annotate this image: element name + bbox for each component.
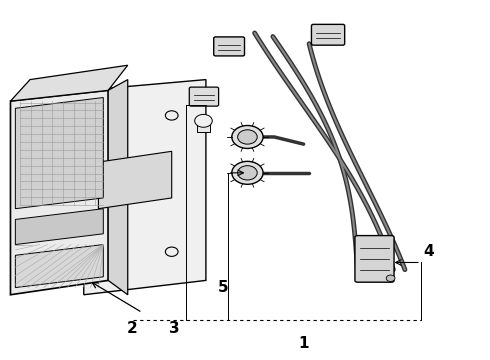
Polygon shape	[15, 98, 103, 209]
Circle shape	[195, 114, 212, 127]
Circle shape	[238, 166, 257, 180]
Text: 2: 2	[127, 321, 138, 336]
FancyBboxPatch shape	[312, 24, 344, 45]
Polygon shape	[84, 80, 206, 295]
Polygon shape	[98, 151, 172, 209]
FancyBboxPatch shape	[214, 37, 245, 56]
Polygon shape	[10, 90, 108, 295]
Polygon shape	[108, 80, 128, 295]
Circle shape	[232, 161, 263, 184]
Text: 5: 5	[218, 280, 228, 295]
FancyBboxPatch shape	[355, 235, 394, 282]
Circle shape	[238, 130, 257, 144]
FancyBboxPatch shape	[189, 87, 219, 106]
Text: 3: 3	[169, 321, 179, 336]
Text: 1: 1	[298, 336, 309, 351]
Polygon shape	[15, 209, 103, 244]
Text: 4: 4	[423, 244, 434, 259]
Polygon shape	[15, 244, 103, 288]
Polygon shape	[10, 65, 128, 101]
Circle shape	[386, 275, 395, 282]
Bar	[197, 125, 210, 132]
Circle shape	[232, 126, 263, 148]
